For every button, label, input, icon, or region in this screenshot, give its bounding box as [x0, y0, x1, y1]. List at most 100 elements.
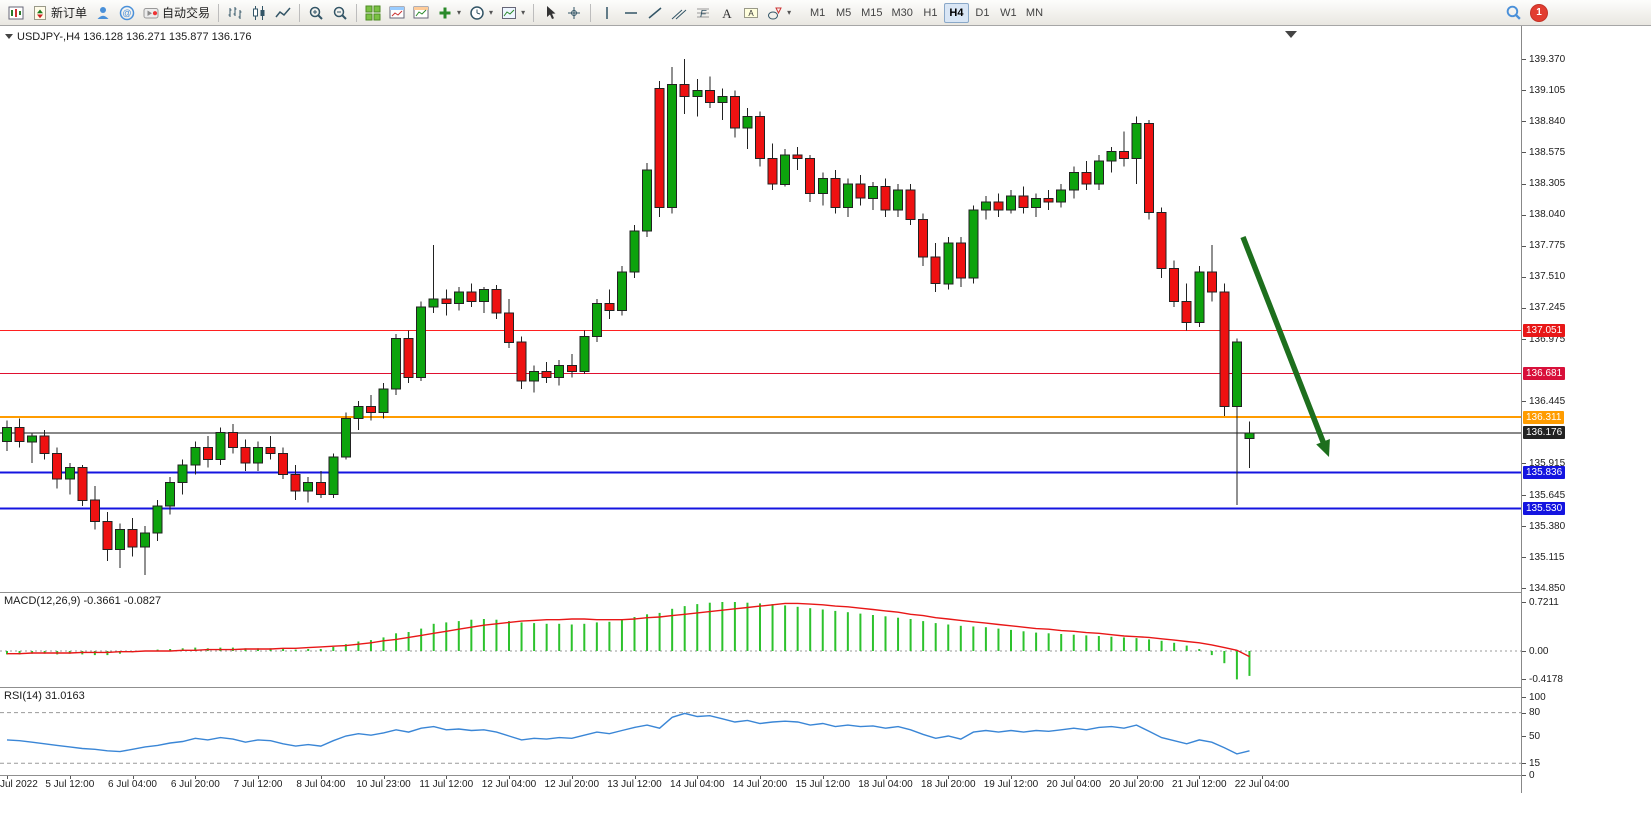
community-icon: @ [119, 5, 135, 20]
zoom-out-button[interactable] [328, 2, 352, 24]
indicators-button[interactable]: ▾ [433, 2, 465, 24]
arrange-windows-button[interactable] [385, 2, 409, 24]
panel-divider[interactable] [0, 592, 1521, 593]
zoom-out-icon [333, 6, 347, 20]
zoom-in-button[interactable] [304, 2, 328, 24]
time-axis-label: 11 Jul 12:00 [419, 779, 474, 790]
trend-arrow-annotation[interactable] [1240, 235, 1328, 449]
time-axis-label: 19 Jul 12:00 [983, 779, 1039, 790]
new-chart-icon [8, 6, 24, 19]
candle [240, 447, 251, 464]
periods-button[interactable]: ▾ [465, 2, 497, 24]
candle [1006, 195, 1016, 211]
timeframe-mn-button[interactable]: MN [1025, 6, 1044, 19]
time-axis[interactable]: Jul 2022 5 Jul 12:00 6 Jul 04:00 6 Jul 20:0… [0, 776, 1521, 793]
timeframe-m1-button[interactable]: M1 [809, 6, 826, 19]
time-axis-label: 10 Jul 23:00 [356, 779, 411, 790]
trendline-button[interactable] [643, 2, 667, 24]
cascade-windows-button[interactable] [409, 2, 433, 24]
main-chart-canvas[interactable] [0, 26, 1521, 592]
candle [115, 529, 125, 550]
timeframe-m15-button[interactable]: M15 [861, 6, 883, 19]
candle [1231, 341, 1242, 408]
rsi-scale-label: 0 [1529, 769, 1535, 781]
templates-button[interactable]: ▾ [497, 2, 529, 24]
candle [1093, 160, 1104, 185]
bar-chart-button[interactable] [223, 2, 247, 24]
candlestick-button[interactable] [247, 2, 271, 24]
price-line-badge: 135.836 [1523, 466, 1566, 480]
timeframe-w1-button[interactable]: W1 [1000, 6, 1017, 19]
hline-icon [625, 11, 638, 14]
cursor-button[interactable] [538, 2, 562, 24]
price-axis-label: 139.370 [1529, 53, 1566, 65]
template-icon [502, 6, 517, 19]
new-order-button[interactable]: 新订单 [28, 2, 91, 24]
price-axis-label: 136.975 [1529, 333, 1566, 345]
price-axis-label: 138.040 [1529, 209, 1566, 221]
price-axis[interactable]: 139.370 139.105 138.840 138.575 138.305 138.0… [1521, 26, 1651, 793]
candle [328, 456, 339, 495]
search-icon[interactable] [1505, 4, 1522, 21]
candle [340, 417, 351, 458]
chart-dropdown-caret-icon[interactable] [5, 34, 13, 39]
timeframe-m30-button[interactable]: M30 [891, 6, 913, 19]
candle [1181, 300, 1192, 323]
candle [855, 183, 866, 199]
timeframe-h4-button[interactable]: H4 [943, 2, 969, 23]
candle [541, 371, 552, 378]
timeframe-m5-button[interactable]: M5 [835, 6, 852, 19]
autotrade-button[interactable]: 自动交易 [139, 2, 214, 24]
notification-badge[interactable]: 1 [1531, 4, 1547, 21]
candle [993, 201, 1004, 211]
label-button[interactable]: A [739, 2, 763, 24]
macd-panel[interactable] [0, 593, 1521, 687]
vline-button[interactable] [595, 2, 619, 24]
rsi-scale-label: 15 [1529, 757, 1541, 769]
candle [943, 242, 954, 285]
price-axis-label: 135.380 [1529, 520, 1566, 532]
main-toolbar: 新订单 @ 自动交易 ▾ ▾ ▾ F A A ▾ M1 M5 M15 M30 H1 H4 D1 W1 MN 1 [0, 0, 1651, 26]
rsi-scale-label: 80 [1529, 707, 1541, 719]
chart-shift-marker[interactable] [1285, 31, 1297, 38]
tile-windows-button[interactable] [361, 2, 385, 24]
profile-icon [97, 6, 109, 19]
community-button[interactable]: @ [115, 2, 139, 24]
rsi-panel[interactable] [0, 688, 1521, 775]
candle [2, 427, 12, 443]
candle [391, 338, 402, 390]
price-axis-label: 135.645 [1529, 489, 1566, 501]
macd-scale-label: 0.7211 [1529, 596, 1559, 608]
candle [692, 90, 703, 97]
shapes-button[interactable]: ▾ [763, 2, 795, 24]
hline-button[interactable] [619, 2, 643, 24]
candle [1068, 172, 1079, 191]
price-line-badge: 136.176 [1523, 426, 1566, 440]
timeframe-h1-button[interactable]: H1 [923, 6, 938, 19]
candle [315, 482, 326, 495]
timeframe-d1-button[interactable]: D1 [975, 6, 990, 19]
text-button[interactable]: A [715, 2, 739, 24]
candle [805, 158, 816, 195]
channel-button[interactable] [667, 2, 691, 24]
cursor-icon [547, 5, 556, 19]
candle [1106, 151, 1117, 162]
crosshair-button[interactable] [562, 2, 586, 24]
candle [453, 291, 464, 305]
label-icon: A [744, 7, 759, 18]
candle [742, 115, 753, 129]
candle [893, 189, 904, 211]
add-indicator-icon [439, 7, 451, 18]
candle [202, 447, 213, 460]
candle [27, 435, 38, 443]
profile-button[interactable] [91, 2, 115, 24]
candle [64, 467, 75, 480]
crosshair-icon [568, 6, 581, 19]
new-chart-button[interactable] [4, 2, 28, 24]
fibonacci-button[interactable]: F [691, 2, 715, 24]
line-chart-button[interactable] [271, 2, 295, 24]
panel-divider[interactable] [0, 687, 1521, 688]
candle [642, 169, 653, 232]
svg-text:A: A [722, 6, 732, 21]
toolbar-separator [299, 3, 301, 22]
